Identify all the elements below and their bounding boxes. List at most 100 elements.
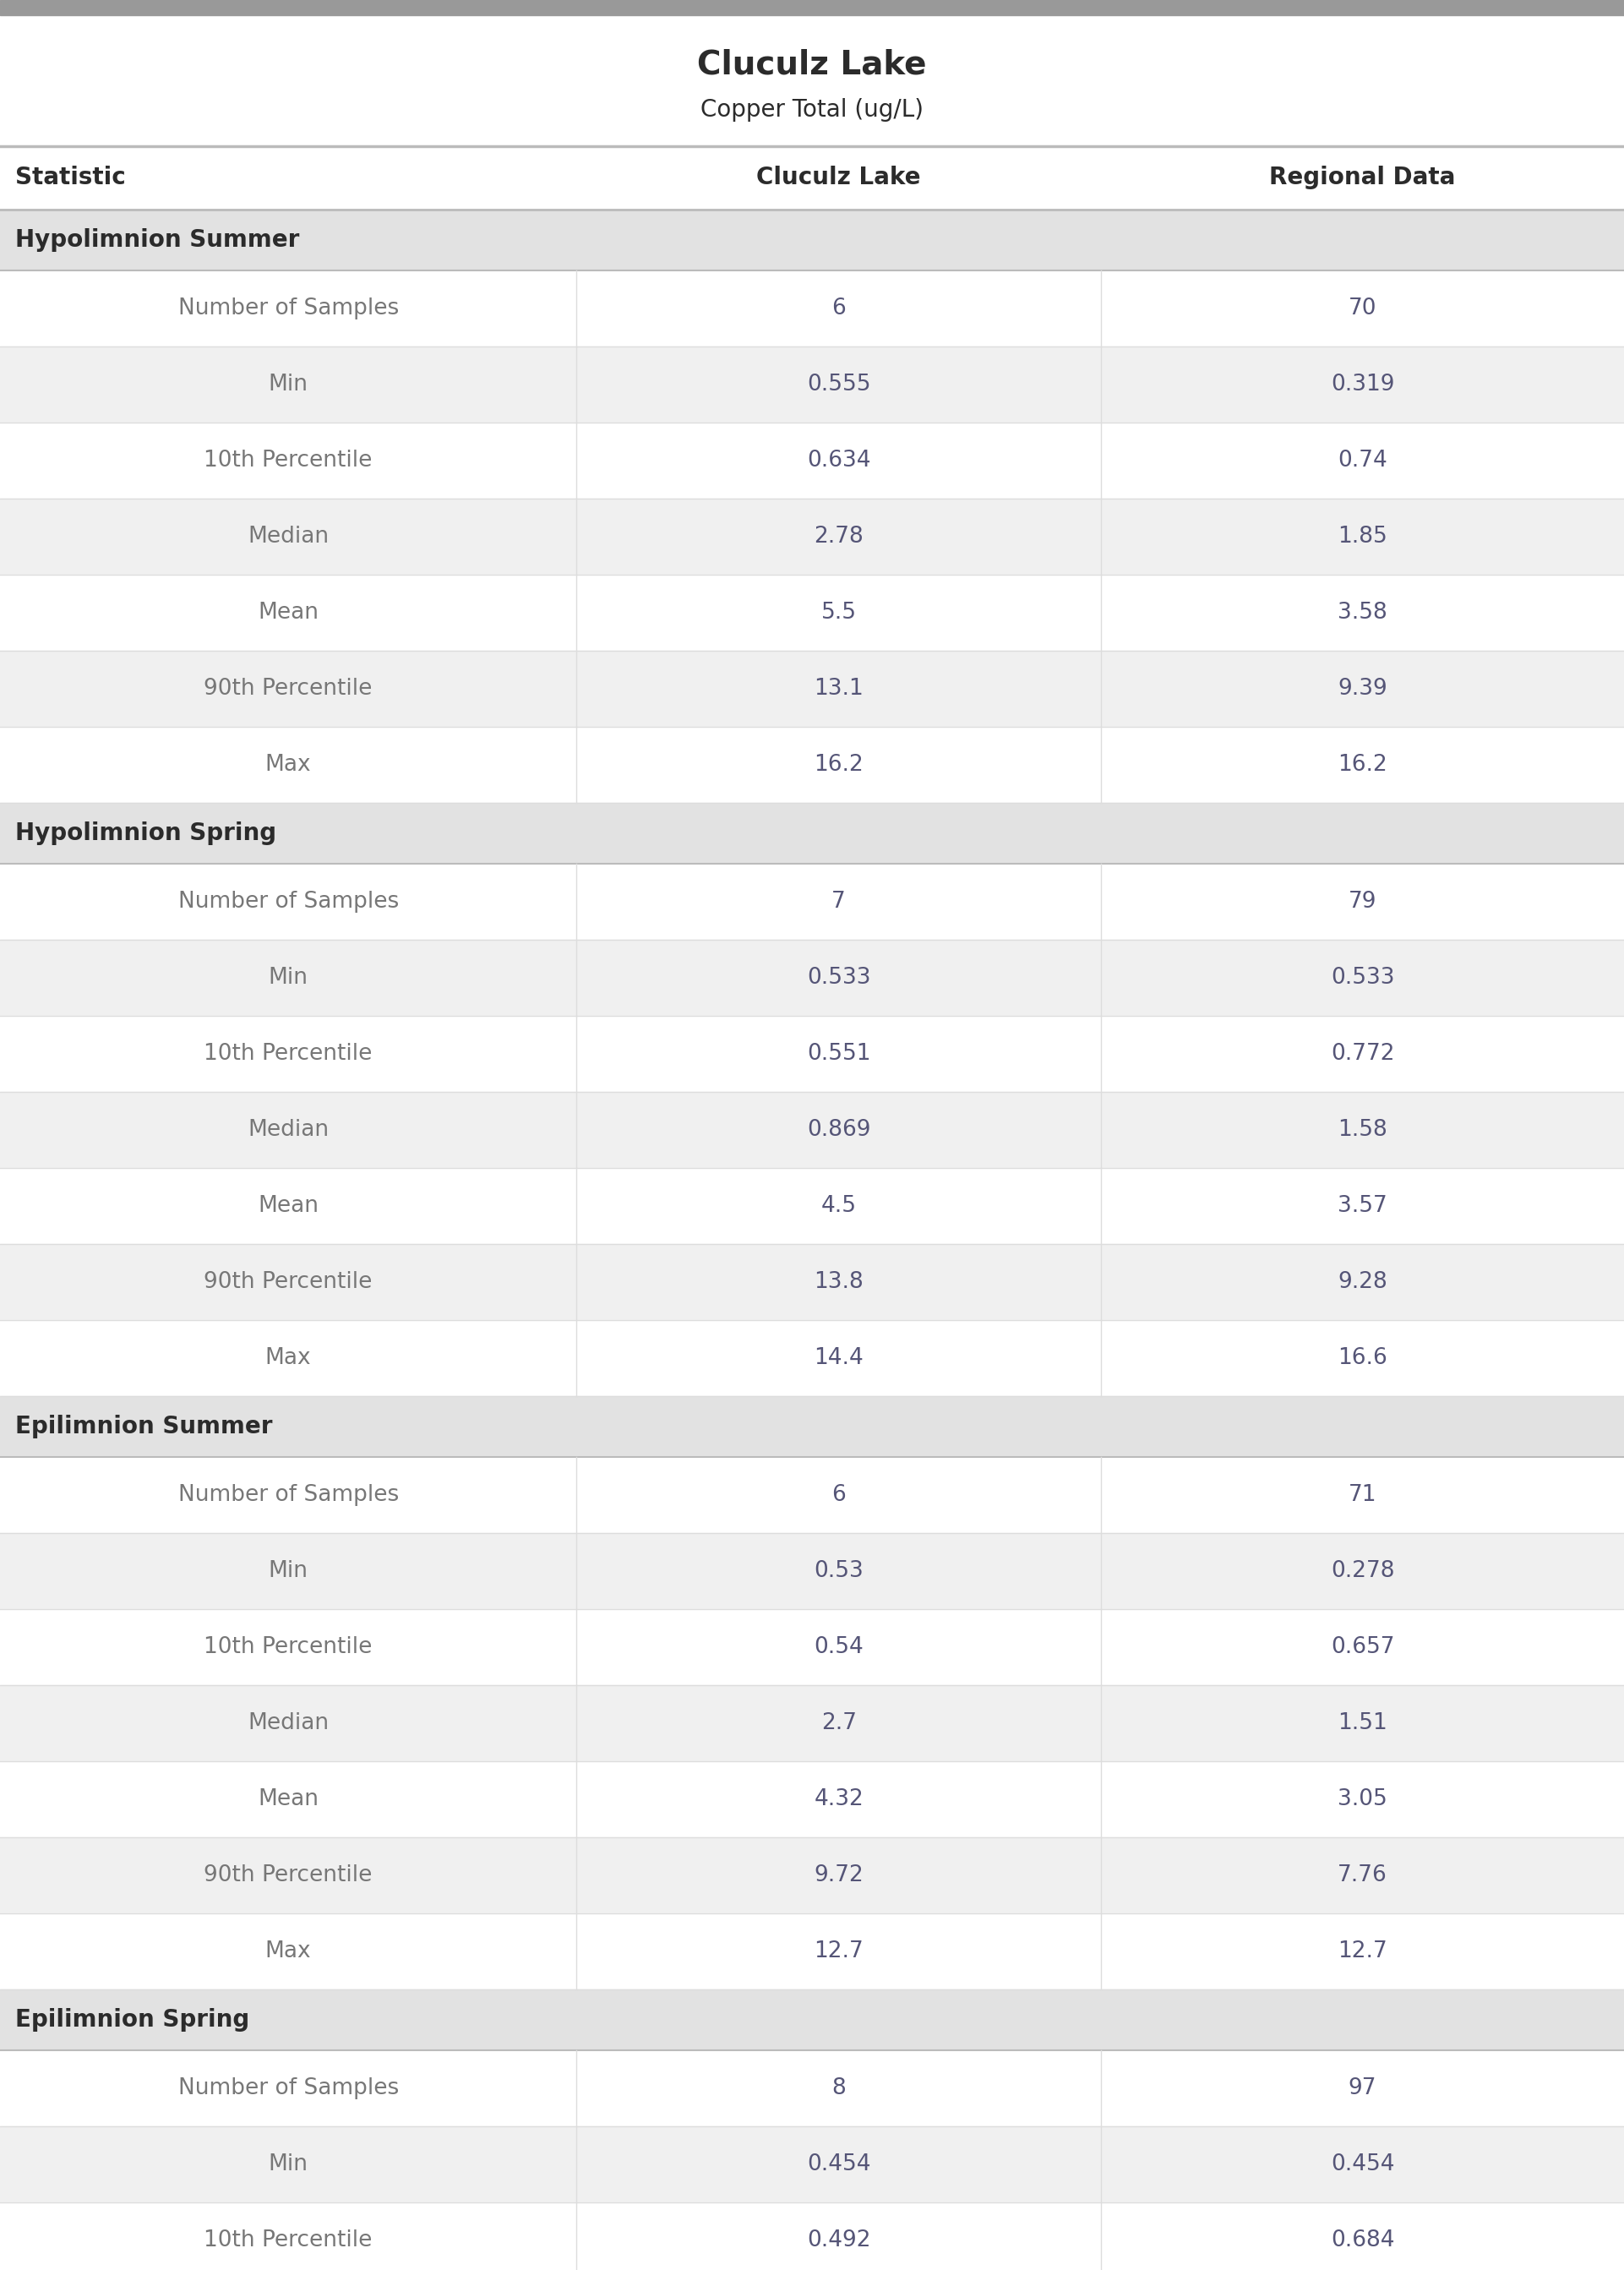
Text: 2.78: 2.78 (814, 527, 864, 547)
Text: 0.454: 0.454 (807, 2154, 870, 2175)
Text: 8: 8 (831, 2077, 846, 2100)
Text: 3.05: 3.05 (1338, 1789, 1387, 1809)
Bar (0, 1396, 1624, 1457)
Text: 79: 79 (1348, 890, 1377, 913)
Text: 0.551: 0.551 (807, 1042, 870, 1065)
Bar (0, 726, 1624, 804)
Text: Copper Total (ug/L): Copper Total (ug/L) (700, 98, 924, 120)
Text: 90th Percentile: 90th Percentile (205, 1864, 372, 1886)
Text: 9.39: 9.39 (1338, 679, 1387, 699)
Bar (0, 1532, 1624, 1609)
Text: 13.8: 13.8 (814, 1271, 864, 1294)
Text: 0.278: 0.278 (1330, 1559, 1395, 1582)
Text: Hypolimnion Spring: Hypolimnion Spring (15, 822, 276, 844)
Text: 97: 97 (1348, 2077, 1377, 2100)
Bar (0, 0, 1624, 16)
Text: 6: 6 (831, 1485, 846, 1505)
Text: 7.76: 7.76 (1338, 1864, 1387, 1886)
Text: 90th Percentile: 90th Percentile (205, 679, 372, 699)
Bar (0, 574, 1624, 651)
Text: 2.7: 2.7 (822, 1712, 856, 1734)
Text: 0.454: 0.454 (1330, 2154, 1395, 2175)
Text: 0.492: 0.492 (807, 2229, 870, 2252)
Bar (0, 804, 1624, 863)
Text: 4.5: 4.5 (822, 1194, 856, 1217)
Text: 90th Percentile: 90th Percentile (205, 1271, 372, 1294)
Bar (0, 863, 1624, 940)
Bar (0, 270, 1624, 347)
Text: 0.533: 0.533 (807, 967, 870, 990)
Text: 0.555: 0.555 (807, 375, 870, 395)
Text: 70: 70 (1348, 297, 1377, 320)
Bar (0, 1989, 1624, 2050)
Text: 16.6: 16.6 (1338, 1346, 1387, 1369)
Text: Median: Median (247, 1119, 330, 1142)
Text: 0.684: 0.684 (1330, 2229, 1395, 2252)
Bar (0, 1684, 1624, 1762)
Text: 6: 6 (831, 297, 846, 320)
Text: Mean: Mean (258, 1194, 318, 1217)
Text: 0.772: 0.772 (1330, 1042, 1395, 1065)
Text: 14.4: 14.4 (814, 1346, 864, 1369)
Text: Cluculz Lake: Cluculz Lake (757, 166, 921, 191)
Text: 10th Percentile: 10th Percentile (205, 2229, 372, 2252)
Text: 0.869: 0.869 (807, 1119, 870, 1142)
Bar (0, 1457, 1624, 1532)
Text: 0.54: 0.54 (814, 1637, 864, 1657)
Bar (0, 1321, 1624, 1396)
Text: 71: 71 (1348, 1485, 1377, 1505)
Text: Number of Samples: Number of Samples (179, 297, 398, 320)
Text: Epilimnion Spring: Epilimnion Spring (15, 2009, 250, 2032)
Text: Epilimnion Summer: Epilimnion Summer (15, 1414, 273, 1439)
Text: 0.657: 0.657 (1330, 1637, 1395, 1657)
Text: Max: Max (265, 1941, 312, 1961)
Text: Number of Samples: Number of Samples (179, 1485, 398, 1505)
Bar (0, 2202, 1624, 2270)
Bar (0, 940, 1624, 1017)
Bar (0, 347, 1624, 422)
Text: Hypolimnion Summer: Hypolimnion Summer (15, 229, 299, 252)
Text: 7: 7 (831, 890, 846, 913)
Text: Min: Min (268, 375, 309, 395)
Text: 1.85: 1.85 (1338, 527, 1387, 547)
Text: 10th Percentile: 10th Percentile (205, 1637, 372, 1657)
Text: Min: Min (268, 967, 309, 990)
Text: 4.32: 4.32 (814, 1789, 864, 1809)
Text: Number of Samples: Number of Samples (179, 890, 398, 913)
Text: 0.53: 0.53 (814, 1559, 864, 1582)
Text: 5.5: 5.5 (822, 602, 856, 624)
Text: Mean: Mean (258, 1789, 318, 1809)
Bar (0, 1017, 1624, 1092)
Bar (0, 651, 1624, 726)
Text: 16.2: 16.2 (1338, 754, 1387, 776)
Text: 3.58: 3.58 (1338, 602, 1387, 624)
Text: Max: Max (265, 1346, 312, 1369)
Text: 3.57: 3.57 (1338, 1194, 1387, 1217)
Bar (0, 1609, 1624, 1684)
Bar (0, 145, 1624, 209)
Text: 10th Percentile: 10th Percentile (205, 1042, 372, 1065)
Bar (0, 1836, 1624, 1914)
Text: 16.2: 16.2 (814, 754, 864, 776)
Bar (0, 1169, 1624, 1244)
Text: 9.28: 9.28 (1338, 1271, 1387, 1294)
Text: 12.7: 12.7 (1338, 1941, 1387, 1961)
Text: 0.319: 0.319 (1330, 375, 1395, 395)
Text: Min: Min (268, 1559, 309, 1582)
Bar (0, 499, 1624, 574)
Text: Regional Data: Regional Data (1270, 166, 1455, 191)
Text: 1.51: 1.51 (1338, 1712, 1387, 1734)
Text: 9.72: 9.72 (814, 1864, 864, 1886)
Text: 10th Percentile: 10th Percentile (205, 449, 372, 472)
Bar (0, 2050, 1624, 2127)
Bar (0, 2127, 1624, 2202)
Text: 0.74: 0.74 (1338, 449, 1387, 472)
Bar (0, 1092, 1624, 1169)
Text: 0.533: 0.533 (1330, 967, 1395, 990)
Bar (0, 422, 1624, 499)
Bar (0, 1244, 1624, 1321)
Text: 1.58: 1.58 (1338, 1119, 1387, 1142)
Text: Median: Median (247, 527, 330, 547)
Bar (0, 1762, 1624, 1836)
Text: Mean: Mean (258, 602, 318, 624)
